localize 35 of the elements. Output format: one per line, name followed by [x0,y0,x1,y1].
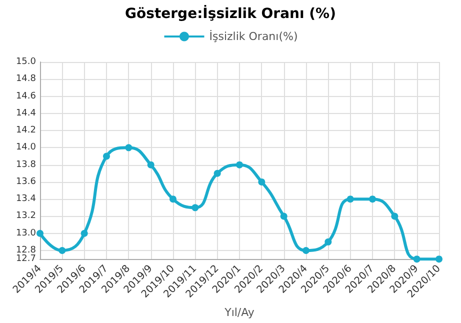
point [170,196,176,203]
point [103,152,110,160]
point [391,212,398,220]
point [125,144,132,152]
point [413,256,420,263]
x-axis-title: Yıl/Ay [224,306,255,319]
point [302,247,310,254]
point [192,204,199,212]
point [36,230,44,237]
y-tick-label: 13.2 [16,211,36,222]
y-tick-label: 14.0 [16,142,36,153]
point [236,161,243,168]
y-tick-label: 13.4 [16,194,36,204]
y-tick-label: 13.6 [16,176,36,187]
point [214,170,221,177]
legend-label: İşsizlik Oranı(%) [209,29,298,43]
y-tick-label: 14.6 [16,91,36,102]
chart-title: Gösterge:İşsizlik Oranı (%) [125,5,336,22]
y-tick-label: 12.7 [16,254,36,264]
point [80,230,88,237]
y-tick-label: 13.0 [16,228,36,238]
point [258,178,266,186]
y-tick-label: 15.0 [16,57,36,67]
point [58,247,66,254]
point [346,196,354,203]
point [369,196,376,203]
point [147,161,154,168]
y-tick-label: 14.4 [16,108,36,118]
y-tick-label: 14.8 [16,74,36,84]
y-tick-label: 14.2 [16,126,36,136]
y-tick-label: 12.8 [16,246,36,256]
point [436,256,442,263]
point [280,212,288,220]
y-tick-label: 13.8 [16,160,36,170]
point [324,238,332,246]
